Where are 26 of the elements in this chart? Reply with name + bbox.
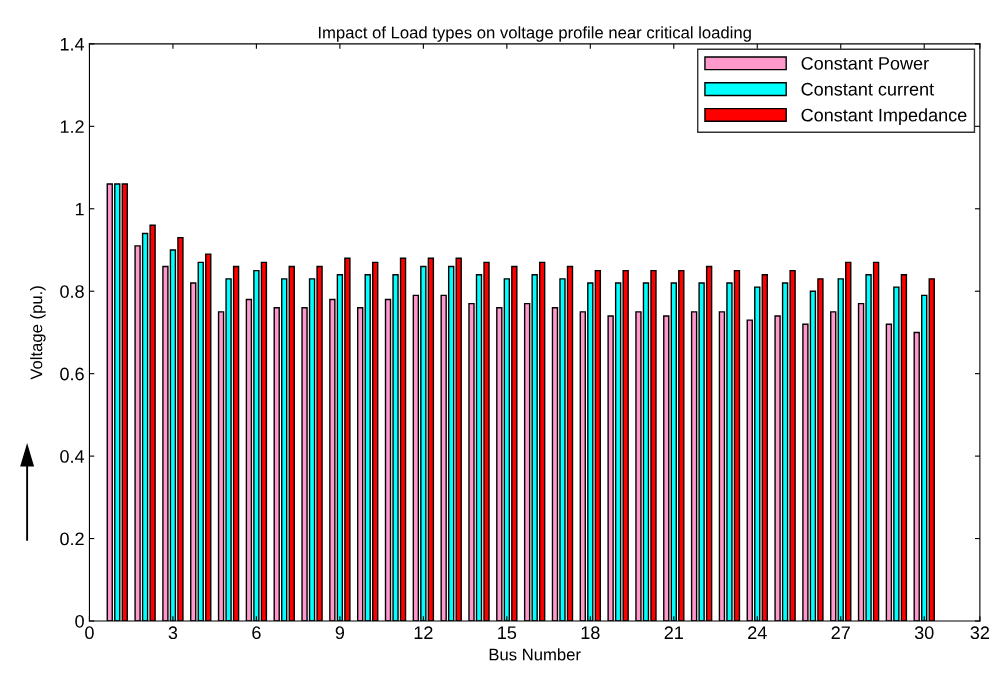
y-tick-label: 1.2 <box>60 120 84 133</box>
y-tick-label: 0.6 <box>60 367 84 381</box>
x-tick-label: 12 <box>414 626 433 639</box>
y-tick-label: 0.8 <box>60 285 84 298</box>
legend-label: Constant Impedance <box>801 108 967 126</box>
x-tick-label: 24 <box>748 626 767 639</box>
x-tick-label: 27 <box>831 626 850 639</box>
x-axis-title: Bus Number <box>489 648 581 661</box>
y-tick-label: 0 <box>75 614 84 628</box>
y-tick-label: 1.4 <box>60 38 85 51</box>
legend-label: Constant Power <box>801 56 929 70</box>
x-tick-label: 0 <box>85 626 94 640</box>
y-tick-label: 0.4 <box>60 450 85 463</box>
x-tick-label: 30 <box>914 626 934 640</box>
legend-label: Constant current <box>801 82 934 96</box>
x-tick-label: 18 <box>581 626 600 640</box>
x-tick-label: 6 <box>252 626 261 640</box>
x-tick-label: 32 <box>970 626 990 640</box>
y-tick-label: 1 <box>75 202 84 216</box>
x-tick-label: 3 <box>168 626 178 640</box>
y-axis-title: Voltage (pu.) <box>30 286 46 380</box>
x-tick-label: 21 <box>664 626 683 639</box>
x-tick-label: 15 <box>498 626 517 640</box>
chart-title: Impact of Load types on voltage profile near critical loading <box>318 26 751 42</box>
y-tick-label: 0.2 <box>60 532 84 546</box>
x-tick-label: 9 <box>335 626 345 640</box>
